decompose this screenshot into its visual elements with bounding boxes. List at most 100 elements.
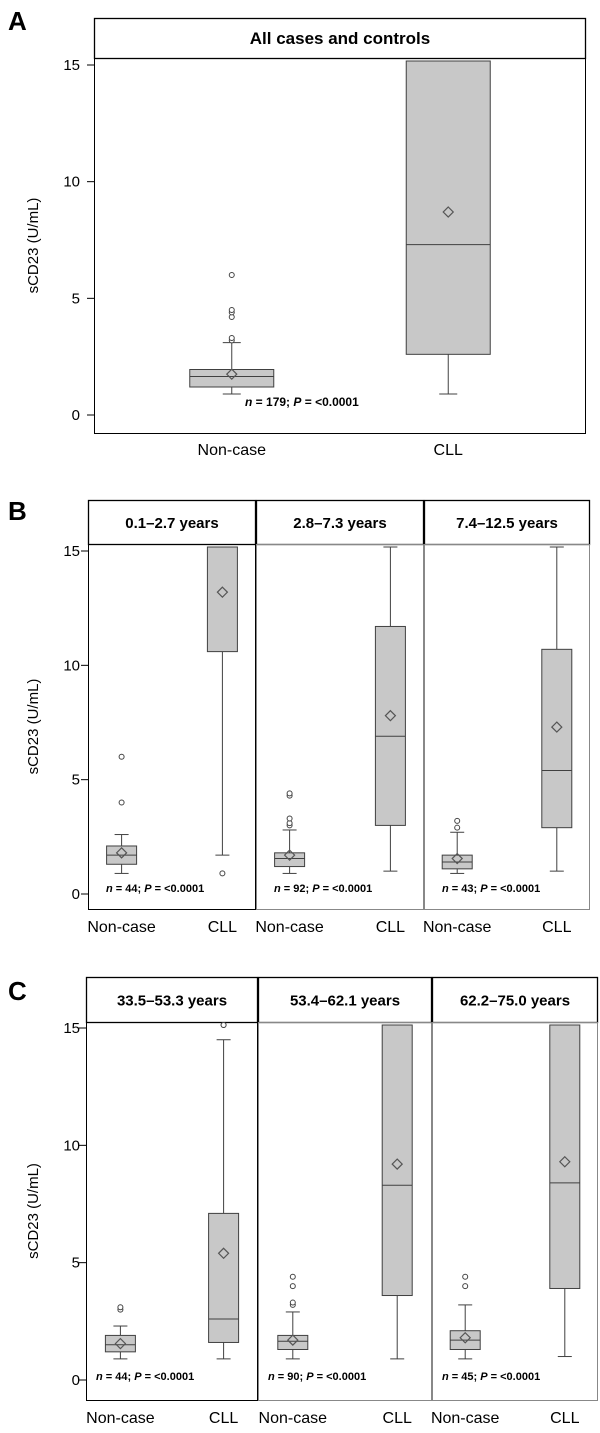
y-tick-label: 15 [63,1020,80,1037]
iqr-box [189,369,275,388]
stat-annotation: n = 90; P = <0.0001 [268,1371,366,1383]
outlier-point [454,824,461,831]
facet-title: 2.8–7.3 years [293,515,386,532]
facet-plot-frame [88,544,256,910]
category-label: CLL [209,1410,238,1427]
outlier-point [286,790,293,797]
outlier-point [462,1273,469,1280]
box-non-case [449,1273,481,1360]
category-label: Non-case [86,1410,155,1427]
facet-2: 2.8–7.3 years Non-case CLL n = 92; P = <0.0… [255,499,425,936]
annotation-p-val: = <0.0001 [142,1371,195,1383]
facet-title: All cases and controls [250,29,430,48]
category-label: Non-case [431,1410,500,1427]
annotation-n-val: = 45; [449,1371,481,1383]
category-label: CLL [383,1410,412,1427]
facet-title: 33.5–53.3 years [117,993,227,1010]
annotation-p-val: = <0.0001 [314,1371,367,1383]
y-tick-label: 0 [72,886,80,903]
stat-annotation: n = 179; P = <0.0001 [245,395,359,409]
y-tick-label: 15 [63,543,80,560]
outlier-point [289,1283,296,1290]
category-label: Non-case [259,1410,328,1427]
annotation-p: P [312,883,320,895]
category-label: CLL [376,919,405,936]
y-tick-label: 5 [72,1255,80,1272]
annotation-n-val: = 92; [281,883,313,895]
mean-marker [391,1158,404,1170]
category-label: Non-case [198,442,267,459]
box-non-case [189,272,275,395]
facet-plot-frame [256,544,424,910]
mean-marker [558,1155,571,1168]
annotation-n-val: = 90; [275,1371,307,1383]
facet-plot-frame [432,1022,598,1401]
mean-marker [384,709,397,722]
annotation-n: n [268,1371,275,1383]
category-label: CLL [208,919,237,936]
facet-title-box [87,499,257,546]
annotation-n: n [274,883,281,895]
outlier-point [462,1283,469,1290]
outlier-point [118,753,125,760]
panel-letter: A [8,6,27,36]
iqr-box [381,1024,413,1297]
category-label: CLL [542,919,571,936]
mean-marker [283,849,296,861]
stat-annotation: n = 43; P = <0.0001 [442,883,540,895]
mean-marker [217,1247,230,1260]
iqr-box [206,546,238,653]
annotation-p-val: = <0.0001 [488,1371,541,1383]
outlier-point [118,799,125,806]
iqr-box [277,1334,309,1350]
box-cll [405,60,491,395]
annotation-n-val: = 43; [449,883,481,895]
outlier-point [117,1304,124,1311]
outlier-point [228,307,235,313]
annotation-p: P [306,1371,314,1383]
mean-marker [225,368,238,381]
outlier-point [228,335,235,341]
mean-marker [114,1337,127,1350]
iqr-box [208,1212,240,1343]
outlier-point [219,870,226,877]
y-tick-label: 5 [72,290,80,307]
box-cll [381,1024,413,1360]
facet-3: 7.4–12.5 years Non-case CLL n = 43; P = <0.… [423,499,591,936]
facet-plot-frame [258,1022,432,1401]
mean-marker [550,721,563,733]
box-cll [541,546,573,872]
iqr-box [104,1334,136,1353]
outlier-point [286,815,293,822]
facet-title: 62.2–75.0 years [460,993,570,1010]
annotation-p-val: = <0.0001 [320,883,373,895]
annotation-n-val: = 44; [103,1371,135,1383]
facet-3: 62.2–75.0 years Non-case CLL n = 45; P = <0… [431,976,599,1427]
facet-plot-frame [86,1022,258,1401]
facet-title-box [431,976,599,1024]
panel-letter: B [8,496,27,526]
iqr-box [541,648,573,829]
box-non-case [104,1304,136,1360]
annotation-p: P [134,1371,142,1383]
facet-1: 0.1–2.7 years Non-case CLL n = 44; P = <0.0… [87,499,257,936]
box-non-case [274,790,306,874]
facet-1: All cases and controls Non-case CLL n = 179… [93,17,587,459]
facet-plot-frame [94,58,586,434]
iqr-box [405,60,491,355]
mean-marker [286,1334,299,1346]
box-cll [549,1024,581,1358]
category-label: Non-case [255,919,324,936]
facet-title: 0.1–2.7 years [125,515,218,532]
y-tick-label: 10 [63,174,80,191]
iqr-box [374,625,406,826]
outlier-point [228,272,235,278]
stat-annotation: n = 44; P = <0.0001 [106,883,204,895]
mean-marker [442,206,455,218]
category-label: Non-case [423,919,492,936]
facet-1: 33.5–53.3 years Non-case CLL n = 44; P = <0… [85,976,259,1427]
stat-annotation: n = 92; P = <0.0001 [274,883,372,895]
